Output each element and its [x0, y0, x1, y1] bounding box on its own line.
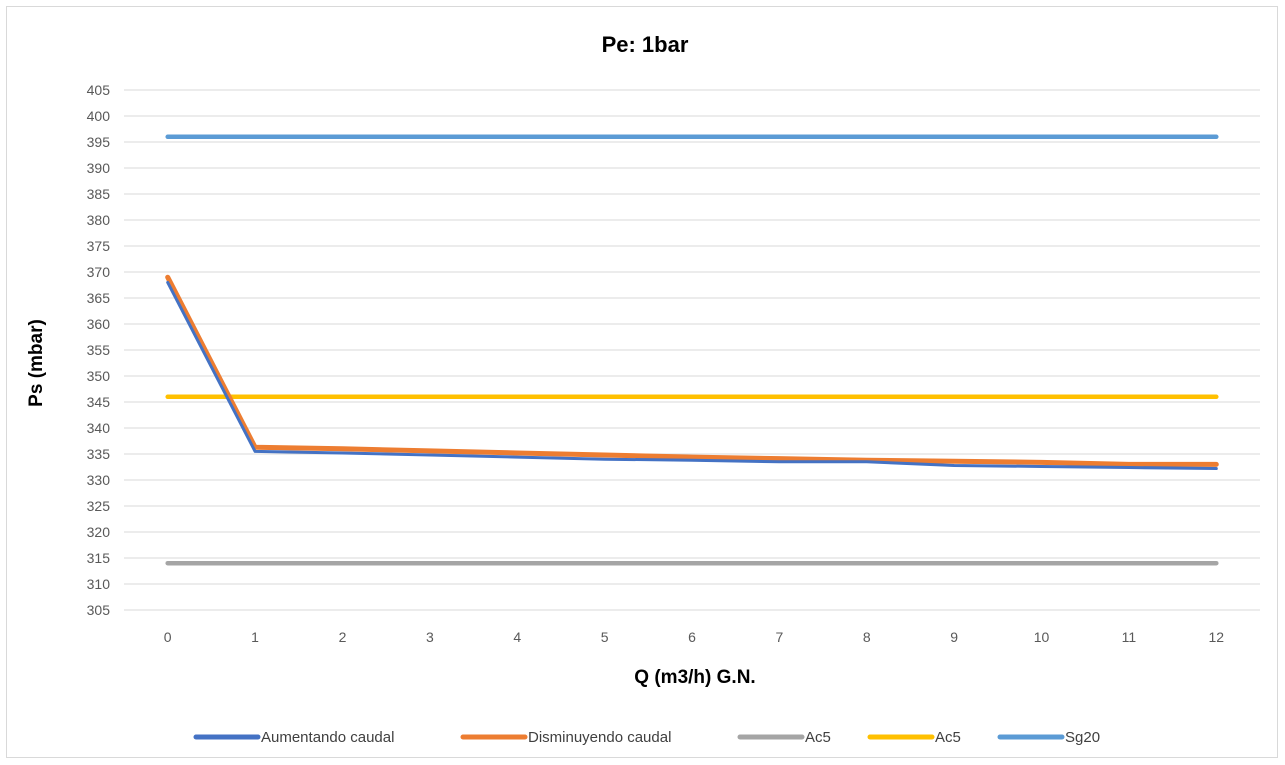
y-tick-label: 400	[87, 108, 111, 124]
gridlines	[124, 89, 1260, 611]
x-tick-label: 0	[164, 629, 172, 645]
y-tick-label: 365	[87, 290, 111, 306]
legend: Aumentando caudal Disminuyendo caudal Ac5 A…	[193, 729, 1100, 746]
x-tick-label: 4	[513, 629, 521, 645]
x-tick-label: 3	[426, 629, 434, 645]
y-tick-label: 385	[87, 186, 111, 202]
y-tick-label: 335	[87, 446, 111, 462]
y-axis-ticks: 305 310 315 320 325 330 335 340 345 350 355 360 365 3…	[87, 82, 111, 618]
y-axis-title: Ps (mbar)	[26, 319, 47, 407]
y-tick-label: 330	[87, 472, 111, 488]
y-tick-label: 345	[87, 394, 111, 410]
y-tick-label: 360	[87, 316, 111, 332]
y-tick-label: 325	[87, 498, 111, 514]
chart-title: Pe: 1bar	[602, 32, 689, 57]
y-tick-label: 395	[87, 134, 111, 150]
y-tick-label: 310	[87, 576, 111, 592]
y-tick-label: 355	[87, 342, 111, 358]
x-tick-label: 11	[1122, 629, 1137, 645]
x-tick-label: 9	[950, 629, 958, 645]
y-tick-label: 375	[87, 238, 111, 254]
y-tick-label: 405	[87, 82, 111, 98]
x-tick-label: 8	[863, 629, 871, 645]
x-tick-label: 12	[1209, 629, 1225, 645]
series-line-1	[165, 274, 1219, 467]
series-line-0	[166, 280, 1218, 471]
y-tick-label: 380	[87, 212, 111, 228]
x-tick-label: 5	[601, 629, 609, 645]
x-axis-title: Q (m3/h) G.N.	[634, 667, 755, 688]
y-tick-label: 305	[87, 602, 111, 618]
x-tick-label: 7	[775, 629, 783, 645]
legend-label-4: Sg20	[1065, 729, 1100, 746]
legend-label-0: Aumentando caudal	[261, 729, 394, 746]
x-tick-label: 1	[251, 629, 259, 645]
legend-label-2: Ac5	[805, 729, 831, 746]
x-tick-label: 2	[339, 629, 347, 645]
legend-label-3: Ac5	[935, 729, 961, 746]
legend-label-1: Disminuyendo caudal	[528, 729, 671, 746]
x-axis-ticks: 0 1 2 3 4 5 6 7 8 9 10 11 12	[164, 629, 1225, 645]
y-tick-label: 350	[87, 368, 111, 384]
y-tick-label: 315	[87, 550, 111, 566]
x-tick-label: 6	[688, 629, 696, 645]
y-tick-label: 340	[87, 420, 111, 436]
y-tick-label: 390	[87, 160, 111, 176]
y-tick-label: 370	[87, 264, 111, 280]
series-lines	[165, 134, 1219, 566]
x-tick-label: 10	[1034, 629, 1050, 645]
y-tick-label: 320	[87, 524, 111, 540]
